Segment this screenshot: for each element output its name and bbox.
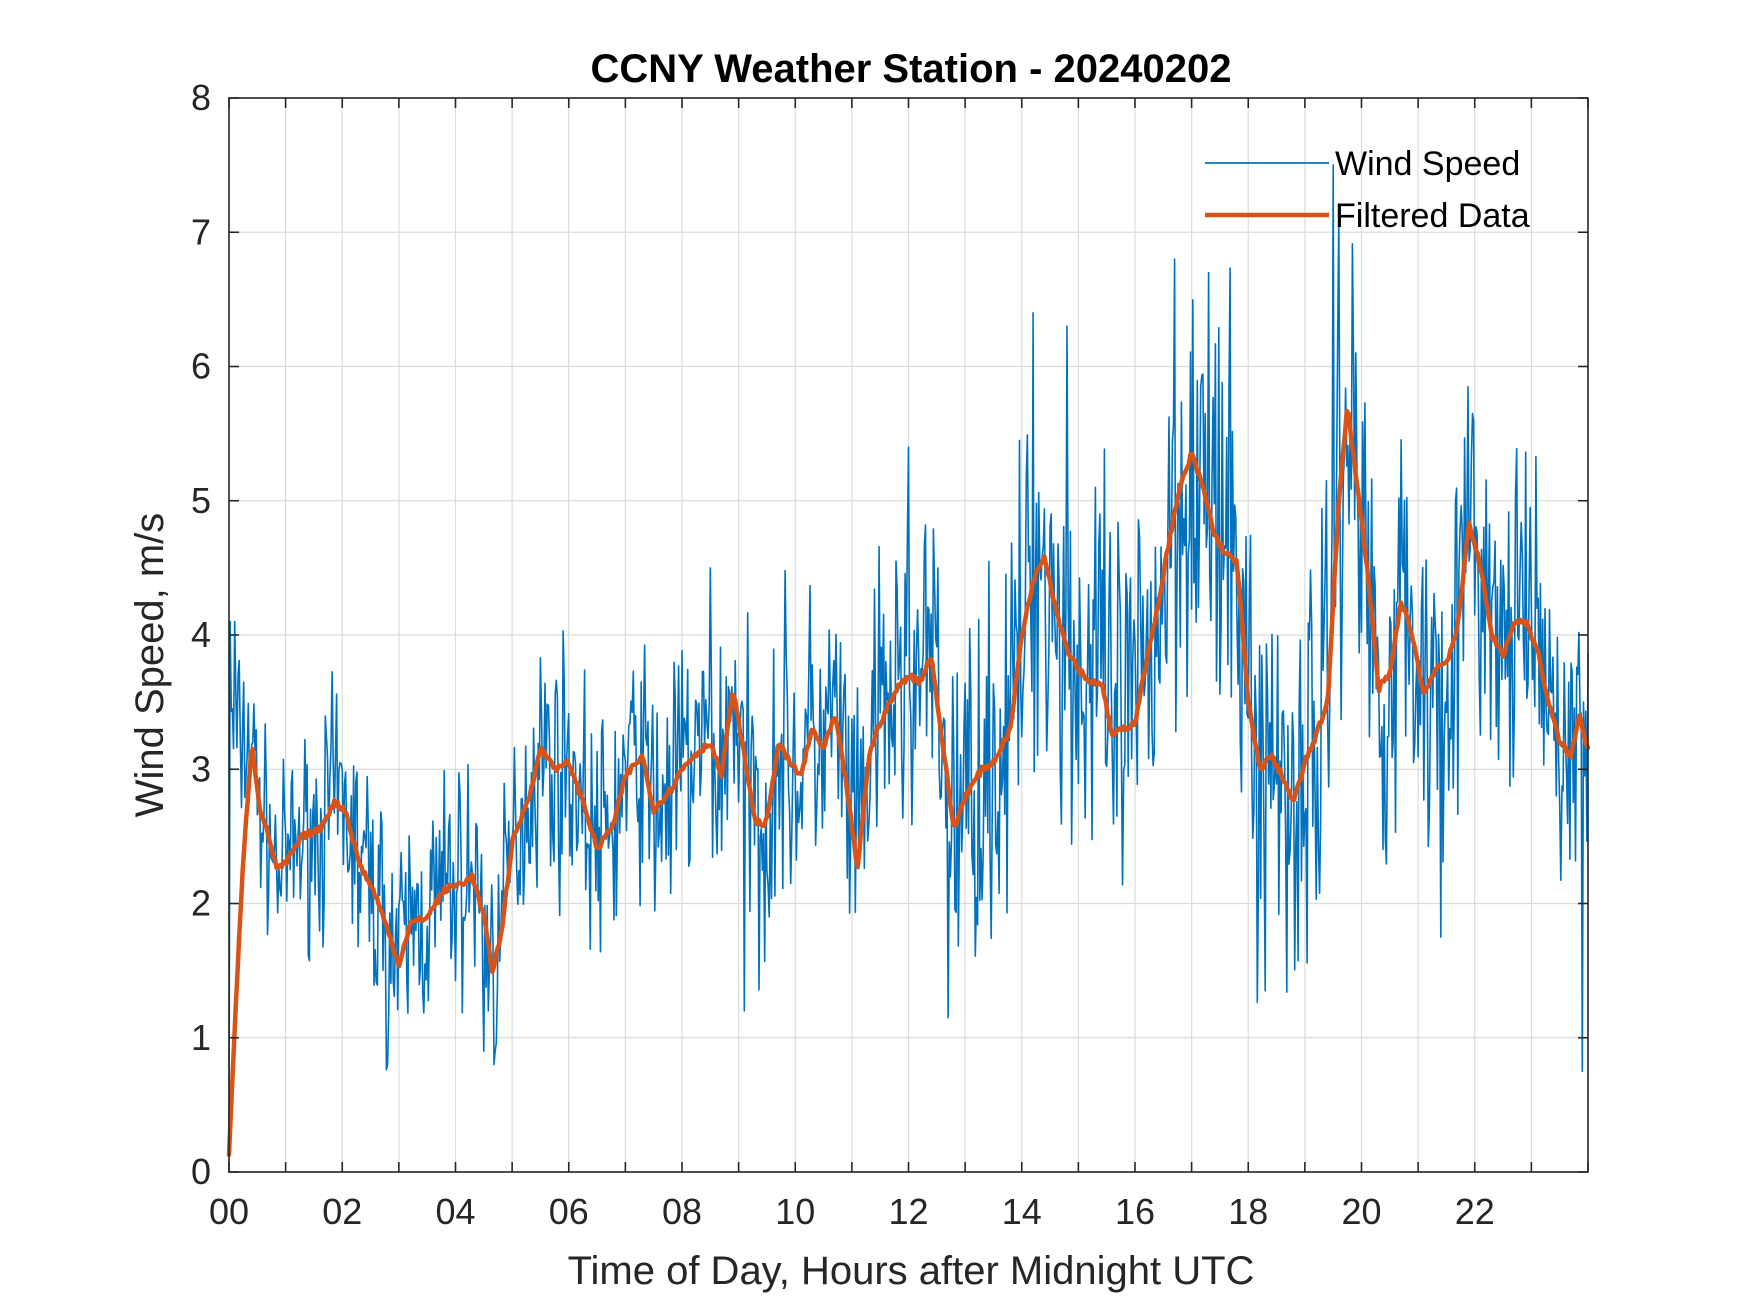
y-axis-label: Wind Speed, m/s [128, 513, 172, 818]
y-tick-label: 0 [191, 1151, 211, 1192]
x-tick-label: 04 [435, 1191, 475, 1232]
x-axis-label: Time of Day, Hours after Midnight UTC [568, 1249, 1255, 1293]
x-tick-label: 00 [209, 1191, 249, 1232]
x-tick-label: 22 [1455, 1191, 1495, 1232]
x-tick-label: 18 [1228, 1191, 1268, 1232]
y-tick-label: 4 [191, 614, 211, 655]
legend-label-wind-speed: Wind Speed [1335, 145, 1520, 183]
y-tick-label: 7 [191, 211, 211, 252]
legend: Wind Speed Filtered Data [1205, 145, 1530, 235]
x-tick-label: 16 [1115, 1191, 1155, 1232]
y-tick-label: 2 [191, 883, 211, 924]
chart-title: CCNY Weather Station - 20240202 [591, 47, 1232, 91]
y-tick-label: 5 [191, 480, 211, 521]
x-tick-label: 08 [662, 1191, 702, 1232]
x-tick-label: 12 [888, 1191, 928, 1232]
x-tick-label: 14 [1002, 1191, 1042, 1232]
x-tick-label: 10 [775, 1191, 815, 1232]
y-tick-label: 6 [191, 346, 211, 387]
x-tick-label: 06 [549, 1191, 589, 1232]
series-line-wind-speed [228, 164, 1589, 1146]
y-tick-label: 8 [191, 77, 211, 118]
series-line-filtered-data [226, 408, 1591, 1158]
y-tick-label: 1 [191, 1017, 211, 1058]
y-tick-label: 3 [191, 748, 211, 789]
legend-label-filtered-data: Filtered Data [1335, 197, 1530, 235]
grid-lines [228, 97, 1589, 1173]
x-tick-label: 20 [1341, 1191, 1381, 1232]
x-tick-label: 02 [322, 1191, 362, 1232]
